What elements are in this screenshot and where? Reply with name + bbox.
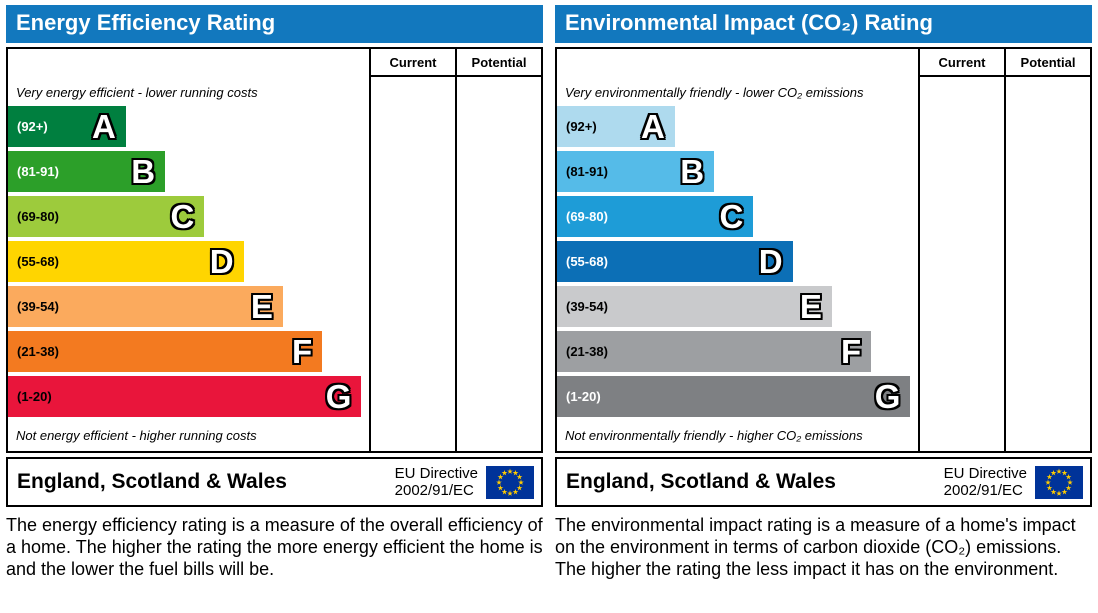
band-range-label: (39-54): [566, 299, 608, 314]
environmental-eu-directive: EU Directive 2002/91/EC: [943, 464, 1027, 499]
environmental-bottom-note: Not environmentally friendly - higher CO…: [565, 428, 863, 443]
rating-band-e: (39-54) E: [557, 286, 832, 327]
rating-band-c: (69-80) C: [8, 196, 205, 237]
band-letter: E: [799, 288, 822, 325]
band-range-label: (21-38): [17, 344, 59, 359]
rating-band-a: (92+) A: [8, 106, 126, 147]
band-range-label: (55-68): [17, 254, 59, 269]
potential-column-header: Potential: [1004, 49, 1090, 77]
rating-band-b: (81-91) B: [8, 151, 166, 192]
band-letter: G: [874, 378, 901, 415]
environmental-bands-area: Very environmentally friendly - lower CO…: [557, 77, 918, 451]
band-range-label: (39-54): [17, 299, 59, 314]
environmental-potential-column: [1004, 77, 1090, 451]
band-range-label: (69-80): [566, 209, 608, 224]
band-letter: A: [640, 108, 665, 145]
band-range-label: (1-20): [566, 389, 601, 404]
energy-bands-area: Very energy efficient - lower running co…: [8, 77, 369, 451]
environmental-description: The environmental impact rating is a mea…: [555, 515, 1076, 579]
band-range-label: (81-91): [17, 164, 59, 179]
rating-band-g: (1-20) G: [8, 376, 362, 417]
rating-band-b: (81-91) B: [557, 151, 715, 192]
energy-bottom-note: Not energy efficient - higher running co…: [16, 428, 257, 443]
energy-eu-directive: EU Directive 2002/91/EC: [394, 464, 478, 499]
current-column-header: Current: [369, 49, 455, 77]
environmental-impact-panel: Environmental Impact (CO₂) Rating Curren…: [555, 5, 1092, 581]
band-letter: C: [170, 198, 195, 235]
rating-band-g: (1-20) G: [557, 376, 911, 417]
energy-current-column: [369, 77, 455, 451]
rating-band-f: (21-38) F: [8, 331, 323, 372]
energy-efficiency-chart: Current Potential Very energy efficient …: [6, 47, 543, 453]
environmental-top-note: Very environmentally friendly - lower CO…: [565, 85, 864, 100]
energy-description: The energy efficiency rating is a measur…: [6, 515, 543, 579]
band-range-label: (81-91): [566, 164, 608, 179]
rating-band-a: (92+) A: [557, 106, 675, 147]
environmental-band-list: (92+) A (81-91) B (69-80) C (55-68) D (39-54) E (2…: [557, 106, 914, 417]
band-letter: G: [325, 378, 352, 415]
band-range-label: (69-80): [17, 209, 59, 224]
band-range-label: (55-68): [566, 254, 608, 269]
rating-band-e: (39-54) E: [8, 286, 283, 327]
band-letter: A: [91, 108, 116, 145]
eu-flag-icon: [486, 465, 534, 499]
energy-potential-column: [455, 77, 541, 451]
environmental-current-column: [918, 77, 1004, 451]
rating-band-c: (69-80) C: [557, 196, 754, 237]
environmental-footer: England, Scotland & Wales EU Directive 2…: [555, 457, 1092, 507]
epc-ratings-page: Energy Efficiency Rating Current Potenti…: [6, 5, 1092, 581]
energy-band-list: (92+) A (81-91) B (69-80) C (55-68) D (39-54) E (2…: [8, 106, 365, 417]
band-letter: E: [250, 288, 273, 325]
energy-footer: England, Scotland & Wales EU Directive 2…: [6, 457, 543, 507]
band-letter: B: [680, 153, 705, 190]
rating-band-d: (55-68) D: [8, 241, 244, 282]
band-letter: C: [719, 198, 744, 235]
band-letter: D: [758, 243, 783, 280]
band-letter: F: [840, 333, 862, 370]
band-range-label: (92+): [17, 119, 48, 134]
current-column-header: Current: [918, 49, 1004, 77]
band-range-label: (92+): [566, 119, 597, 134]
energy-top-note: Very energy efficient - lower running co…: [16, 85, 258, 100]
environmental-impact-title: Environmental Impact (CO₂) Rating: [555, 5, 1092, 43]
column-header-spacer: [557, 49, 918, 77]
energy-efficiency-title: Energy Efficiency Rating: [6, 5, 543, 43]
column-header-spacer: [8, 49, 369, 77]
band-letter: B: [131, 153, 156, 190]
band-range-label: (21-38): [566, 344, 608, 359]
energy-efficiency-panel: Energy Efficiency Rating Current Potenti…: [6, 5, 543, 581]
band-range-label: (1-20): [17, 389, 52, 404]
environmental-impact-chart: Current Potential Very environmentally f…: [555, 47, 1092, 453]
environmental-region-label: England, Scotland & Wales: [566, 470, 836, 493]
energy-region-label: England, Scotland & Wales: [17, 470, 287, 493]
potential-column-header: Potential: [455, 49, 541, 77]
rating-band-d: (55-68) D: [557, 241, 793, 282]
band-letter: D: [209, 243, 234, 280]
rating-band-f: (21-38) F: [557, 331, 872, 372]
eu-flag-icon: [1035, 465, 1083, 499]
band-letter: F: [291, 333, 313, 370]
